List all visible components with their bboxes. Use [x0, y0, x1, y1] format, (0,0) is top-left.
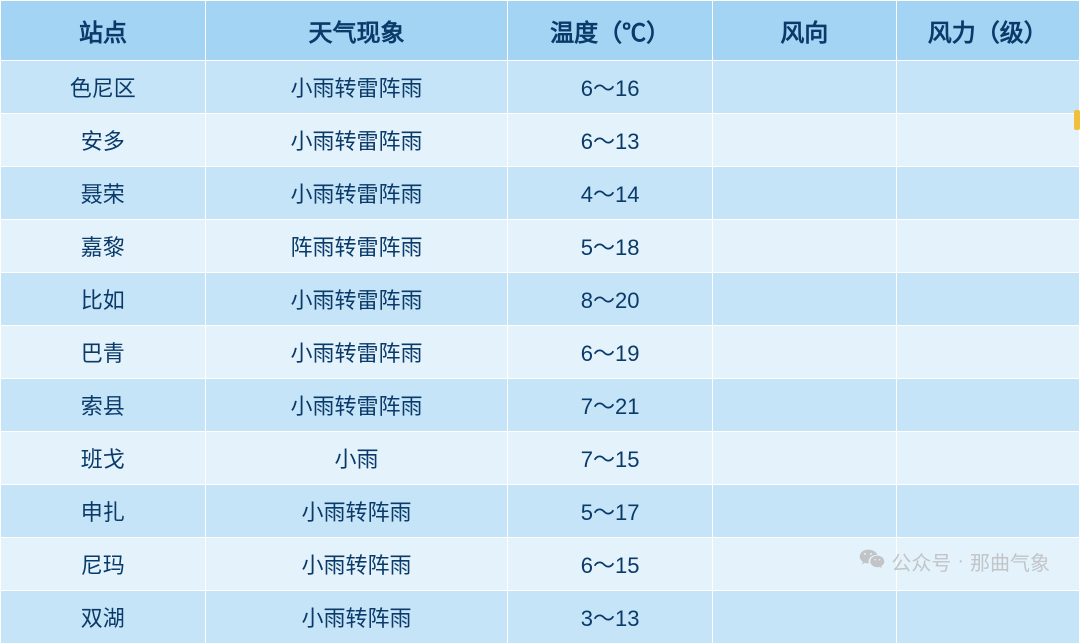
cell-weather: 小雨转雷阵雨 — [206, 379, 508, 432]
cell-wind_dir — [713, 591, 896, 644]
cell-wind_lvl — [896, 326, 1079, 379]
cell-wind_dir — [713, 485, 896, 538]
watermark-prefix: 公众号 — [891, 547, 951, 576]
cell-wind_lvl — [896, 591, 1079, 644]
cell-station: 索县 — [1, 379, 206, 432]
cell-wind_lvl — [896, 61, 1079, 114]
cell-station: 聂荣 — [1, 167, 206, 220]
table-row: 嘉黎阵雨转雷阵雨5～18 — [1, 220, 1080, 273]
cell-station: 申扎 — [1, 485, 206, 538]
cell-wind_dir — [713, 273, 896, 326]
col-header-temp: 温度（℃） — [508, 1, 713, 61]
cell-weather: 小雨转阵雨 — [206, 485, 508, 538]
cell-temp: 7～21 — [508, 379, 713, 432]
cell-weather: 小雨转雷阵雨 — [206, 61, 508, 114]
cell-temp: 6～15 — [508, 538, 713, 591]
cell-temp: 5～17 — [508, 485, 713, 538]
table-row: 安多小雨转雷阵雨6～13 — [1, 114, 1080, 167]
table-row: 索县小雨转雷阵雨7～21 — [1, 379, 1080, 432]
cell-station: 班戈 — [1, 432, 206, 485]
cell-wind_dir — [713, 432, 896, 485]
cell-wind_lvl — [896, 273, 1079, 326]
cell-temp: 5～18 — [508, 220, 713, 273]
cell-station: 双湖 — [1, 591, 206, 644]
cell-temp: 8～20 — [508, 273, 713, 326]
cell-weather: 小雨转阵雨 — [206, 591, 508, 644]
cell-wind_dir — [713, 114, 896, 167]
col-header-station: 站点 — [1, 1, 206, 61]
table-row: 双湖小雨转阵雨3～13 — [1, 591, 1080, 644]
table-row: 班戈小雨7～15 — [1, 432, 1080, 485]
cell-wind_lvl — [896, 485, 1079, 538]
cell-temp: 6～13 — [508, 114, 713, 167]
cell-wind_dir — [713, 379, 896, 432]
cell-temp: 3～13 — [508, 591, 713, 644]
cell-wind_dir — [713, 61, 896, 114]
cell-weather: 小雨转雷阵雨 — [206, 167, 508, 220]
scroll-indicator — [1074, 110, 1080, 130]
col-header-weather: 天气现象 — [206, 1, 508, 61]
table-header-row: 站点 天气现象 温度（℃） 风向 风力（级） — [1, 1, 1080, 61]
cell-weather: 小雨转雷阵雨 — [206, 273, 508, 326]
wechat-icon — [859, 548, 885, 576]
cell-station: 安多 — [1, 114, 206, 167]
cell-wind_dir — [713, 326, 896, 379]
table-row: 巴青小雨转雷阵雨6～19 — [1, 326, 1080, 379]
table-row: 比如小雨转雷阵雨8～20 — [1, 273, 1080, 326]
cell-temp: 7～15 — [508, 432, 713, 485]
watermark-name: 那曲气象 — [970, 547, 1050, 576]
cell-wind_dir — [713, 167, 896, 220]
cell-weather: 阵雨转雷阵雨 — [206, 220, 508, 273]
cell-wind_lvl — [896, 114, 1079, 167]
cell-wind_dir — [713, 220, 896, 273]
wechat-watermark: 公众号 · 那曲气象 — [859, 547, 1050, 576]
table-row: 聂荣小雨转雷阵雨4～14 — [1, 167, 1080, 220]
cell-station: 比如 — [1, 273, 206, 326]
cell-wind_lvl — [896, 432, 1079, 485]
cell-wind_lvl — [896, 220, 1079, 273]
cell-temp: 6～16 — [508, 61, 713, 114]
cell-station: 尼玛 — [1, 538, 206, 591]
cell-temp: 4～14 — [508, 167, 713, 220]
cell-weather: 小雨转雷阵雨 — [206, 114, 508, 167]
cell-station: 巴青 — [1, 326, 206, 379]
cell-weather: 小雨转阵雨 — [206, 538, 508, 591]
table-row: 申扎小雨转阵雨5～17 — [1, 485, 1080, 538]
col-header-winddir: 风向 — [713, 1, 896, 61]
cell-wind_lvl — [896, 379, 1079, 432]
cell-wind_lvl — [896, 167, 1079, 220]
cell-temp: 6～19 — [508, 326, 713, 379]
col-header-windlvl: 风力（级） — [896, 1, 1079, 61]
cell-station: 嘉黎 — [1, 220, 206, 273]
table-row: 色尼区小雨转雷阵雨6～16 — [1, 61, 1080, 114]
cell-weather: 小雨 — [206, 432, 508, 485]
cell-weather: 小雨转雷阵雨 — [206, 326, 508, 379]
watermark-separator: · — [957, 550, 964, 573]
cell-station: 色尼区 — [1, 61, 206, 114]
